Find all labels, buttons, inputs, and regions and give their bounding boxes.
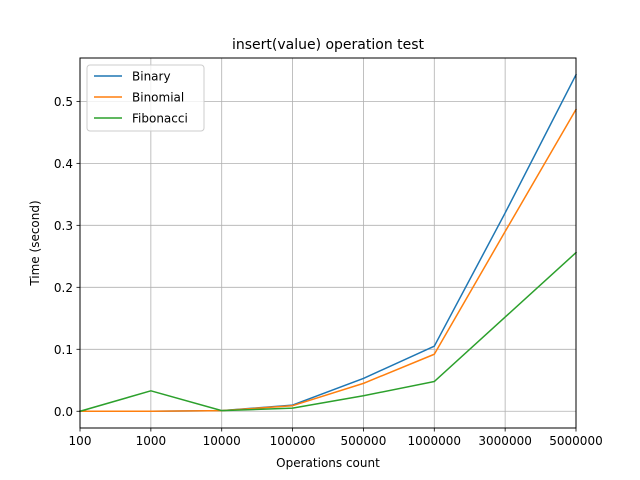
series-lines — [79, 73, 578, 413]
series-line-fibonacci — [79, 251, 578, 413]
x-tick-label: 1000 — [136, 434, 167, 448]
x-tick-label: 3000000 — [478, 434, 531, 448]
y-tick-label: 0.3 — [54, 219, 73, 233]
series-line-binomial — [79, 108, 578, 413]
x-axis-ticks: 100 1000 10000 100000 500000 1000000 3000000 50… — [69, 428, 603, 448]
legend-label-binomial: Binomial — [132, 91, 184, 105]
y-tick-label: 0.5 — [54, 95, 73, 109]
x-tick-label: 10000 — [203, 434, 241, 448]
legend-label-binary: Binary — [132, 70, 171, 84]
y-axis-label: Time (second) — [28, 200, 42, 286]
y-tick-label: 0.2 — [54, 281, 73, 295]
x-tick-label: 1000000 — [408, 434, 461, 448]
x-axis-label: Operations count — [276, 456, 380, 470]
y-tick-label: 0.0 — [54, 405, 73, 419]
y-tick-label: 0.1 — [54, 343, 73, 357]
x-tick-label: 5000000 — [549, 434, 602, 448]
grid — [79, 58, 577, 428]
y-tick-label: 0.4 — [54, 157, 73, 171]
y-axis-ticks: 0.0 0.1 0.2 0.3 0.4 0.5 — [54, 95, 80, 419]
x-tick-label: 100000 — [270, 434, 316, 448]
x-tick-label: 100 — [69, 434, 92, 448]
legend-label-fibonacci: Fibonacci — [132, 112, 188, 126]
x-tick-label: 500000 — [341, 434, 387, 448]
legend-box — [86, 64, 205, 132]
plot-frame — [79, 57, 577, 429]
legend: Binary Binomial Fibonacci — [86, 64, 205, 132]
chart-title: insert(value) operation test — [232, 37, 425, 53]
